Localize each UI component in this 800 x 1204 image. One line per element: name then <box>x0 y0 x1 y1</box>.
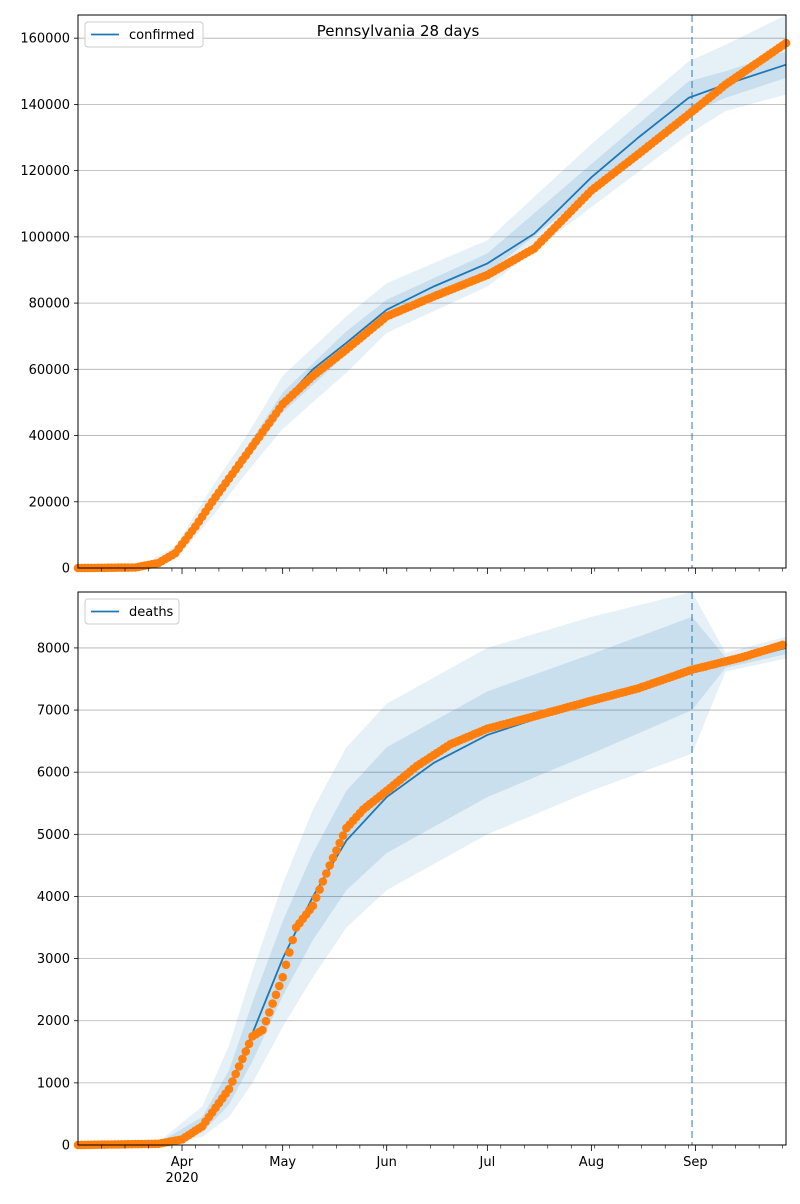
legend: deaths <box>84 598 180 625</box>
observed-point <box>224 1084 234 1094</box>
y-tick-label: 40000 <box>29 429 70 444</box>
y-tick-label: 3000 <box>37 952 70 967</box>
observed-point <box>315 885 324 894</box>
observed-point <box>322 869 331 878</box>
y-tick-label: 4000 <box>37 890 70 905</box>
observed-point <box>278 972 288 982</box>
legend-label: confirmed <box>129 28 195 43</box>
x-year-label: 2020 <box>165 1171 198 1186</box>
y-tick-label: 5000 <box>37 828 70 843</box>
x-tick-label: Jun <box>376 1155 397 1170</box>
observed-point <box>285 948 294 957</box>
y-tick-label: 1000 <box>37 1076 70 1091</box>
observed-point <box>261 1016 271 1026</box>
x-tick-label: Sep <box>683 1155 708 1170</box>
legend-box <box>84 598 180 625</box>
observed-point <box>228 1077 237 1086</box>
y-tick-label: 160000 <box>20 32 70 47</box>
y-tick-label: 120000 <box>20 164 70 179</box>
plot-frame <box>77 591 787 1146</box>
legend-label: deaths <box>129 605 174 620</box>
panel-deaths: 0 1000 2000 3000 4000 5000 6000 7000 8000 Apr May J… <box>37 591 787 1186</box>
figure-title: Pennsylvania 28 days <box>317 22 480 40</box>
observed-point <box>231 1069 240 1079</box>
observed-point <box>275 981 284 991</box>
observed-point <box>268 999 277 1008</box>
x-tick-label: May <box>269 1155 296 1170</box>
legend: confirmed <box>84 21 204 48</box>
panel-confirmed: 0 20000 40000 60000 80000 100000 120000 140000 1… <box>20 14 791 577</box>
x-tick-label: Apr <box>171 1155 194 1170</box>
observed-point <box>325 861 335 870</box>
y-tick-label: 2000 <box>37 1014 70 1029</box>
y-tick-label: 0 <box>62 1139 70 1154</box>
observed-point <box>338 831 348 840</box>
observed-point <box>318 877 328 886</box>
observed-point <box>311 893 321 902</box>
observed-point <box>281 960 291 970</box>
y-tick-label: 7000 <box>37 704 70 719</box>
outer-uncertainty-band <box>78 592 786 1145</box>
y-tick-label: 20000 <box>29 495 70 510</box>
y-tick-label: 140000 <box>20 98 70 113</box>
y-tick-label: 0 <box>62 562 70 577</box>
legend-box <box>84 21 204 48</box>
observed-point <box>328 853 338 863</box>
observed-point <box>258 1025 267 1035</box>
observed-point <box>238 1054 247 1064</box>
y-tick-label: 100000 <box>20 230 70 245</box>
observed-point <box>271 990 281 1000</box>
observed-point <box>308 901 318 911</box>
y-tick-label: 6000 <box>37 766 70 781</box>
observed-point <box>332 846 341 855</box>
y-tick-label: 80000 <box>29 297 70 312</box>
inner-uncertainty-band <box>78 616 786 1145</box>
observed-point <box>265 1008 274 1017</box>
observed-point <box>335 838 345 848</box>
observed-point <box>241 1047 251 1056</box>
observed-point <box>244 1039 254 1049</box>
observed-point <box>778 640 787 650</box>
outer-uncertainty-band <box>78 15 786 568</box>
plot-frame <box>77 14 787 569</box>
x-tick-label: Jul <box>479 1155 496 1170</box>
y-tick-label: 8000 <box>37 641 70 656</box>
observed-point <box>234 1062 244 1071</box>
observed-point <box>288 935 298 945</box>
x-tick-label: Aug <box>579 1155 604 1170</box>
y-tick-label: 60000 <box>29 363 70 378</box>
